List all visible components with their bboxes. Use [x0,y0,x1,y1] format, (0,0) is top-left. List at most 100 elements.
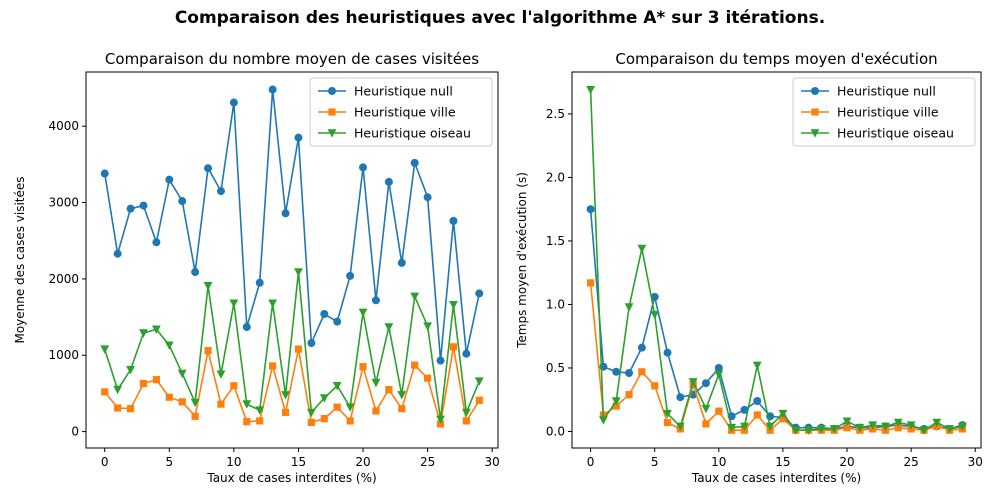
legend-label-2: Heuristique oiseau [837,126,954,141]
x-tick-label: 20 [839,455,854,469]
data-point-s1-18 [333,403,341,411]
legend-box [792,77,976,147]
data-point-s2-18 [332,381,342,391]
data-point-s2-2 [126,365,135,375]
data-point-s2-28 [461,408,471,418]
data-point-s0-16 [307,339,316,348]
data-point-s1-3 [139,379,148,388]
data-point-s1-13 [269,362,277,370]
data-point-s0-10 [229,98,238,107]
data-point-s1-1 [114,404,122,412]
data-point-s1-20 [843,424,851,432]
data-point-s1-10 [230,382,238,390]
data-point-s2-21 [855,423,865,433]
data-point-s2-29 [958,422,967,432]
legend-label-1: Heuristique ville [354,105,456,120]
data-point-s0-18 [333,317,342,326]
data-point-s2-24 [410,292,420,302]
data-point-s0-24 [410,158,419,167]
data-point-s2-9 [701,404,711,414]
data-point-s2-26 [919,426,929,435]
data-point-s2-26 [436,415,445,424]
data-point-s0-15 [294,133,303,142]
data-point-s2-27 [932,418,942,428]
data-point-s1-12 [256,417,264,425]
figure-title: Comparaison des heuristiques avec l'algo… [174,8,826,28]
data-point-s1-6 [663,418,672,427]
data-point-s0-11 [242,322,251,331]
data-point-s2-1 [599,416,608,425]
data-point-s2-15 [778,409,788,419]
data-point-s1-2 [126,405,135,413]
legend-marker-2 [810,129,820,138]
data-point-s0-0 [100,169,109,178]
data-point-s1-7 [191,412,199,420]
data-point-s2-4 [151,325,161,334]
data-point-s0-20 [359,163,368,172]
y-tick-label: 1.0 [546,297,565,311]
data-point-s2-11 [242,400,252,409]
legend-label-0: Heuristique null [354,84,453,99]
data-point-s2-8 [688,378,698,387]
data-point-s1-5 [651,382,659,390]
data-point-s2-24 [893,418,903,428]
data-point-s0-22 [384,177,393,186]
y-tick-label: 0 [71,425,79,439]
data-point-s2-10 [714,370,724,379]
data-point-s1-15 [294,345,303,353]
data-point-s2-20 [358,308,368,318]
series-line-1 [589,282,963,432]
legend-label-0: Heuristique null [837,84,936,99]
chart-title: Comparaison du temps moyen d'exécution [615,50,937,68]
data-point-s0-1 [113,249,122,258]
data-point-s2-12 [255,406,265,415]
data-point-s0-27 [449,216,458,225]
data-point-s2-19 [345,403,355,412]
x-tick-label: 25 [903,455,918,469]
data-point-s1-28 [462,417,470,425]
data-point-s1-10 [715,407,723,415]
data-point-s1-16 [307,418,315,427]
data-point-s0-0 [586,205,595,214]
y-tick-label: 0.5 [546,361,565,375]
y-tick-label: 2000 [48,272,79,286]
y-tick-label: 1000 [48,348,79,362]
x-tick-label: 25 [420,455,435,469]
data-point-s0-12 [740,405,749,414]
data-point-s2-21 [371,378,381,388]
data-point-s2-6 [663,409,672,419]
legend-marker-1 [811,108,819,116]
x-axis-label: Taux de cases interdites (%) [691,471,861,485]
data-point-s0-4 [637,343,646,352]
x-tick-label: 0 [587,455,595,469]
data-point-s2-11 [727,423,737,433]
data-point-s0-9 [216,187,225,196]
data-point-s0-2 [612,367,621,376]
data-point-s2-18 [816,425,826,434]
data-point-s2-17 [319,394,329,403]
data-point-s2-22 [868,421,878,430]
data-point-s2-3 [139,329,148,338]
data-point-s2-14 [765,422,775,432]
legend-marker-0 [811,87,819,95]
data-point-s2-29 [474,377,484,386]
data-point-s2-23 [397,391,407,400]
data-point-s2-27 [449,301,458,310]
data-point-s1-25 [424,374,432,382]
data-point-s2-28 [945,425,954,434]
data-point-s2-7 [190,398,200,408]
data-point-s1-19 [346,417,354,425]
chart-title: Comparaison du nombre moyen de cases vis… [105,50,479,68]
y-tick-label: 2.0 [546,170,565,184]
data-point-s1-8 [204,347,212,355]
series-line-0 [589,209,963,430]
y-tick-label: 3000 [48,196,79,210]
data-point-s1-4 [638,368,646,376]
data-point-s1-27 [449,343,458,351]
x-tick-label: 10 [226,455,241,469]
x-tick-label: 30 [968,455,983,469]
data-point-s2-1 [113,385,123,395]
data-point-s2-6 [177,369,187,379]
x-tick-label: 30 [485,455,500,469]
data-point-s2-8 [203,281,213,291]
